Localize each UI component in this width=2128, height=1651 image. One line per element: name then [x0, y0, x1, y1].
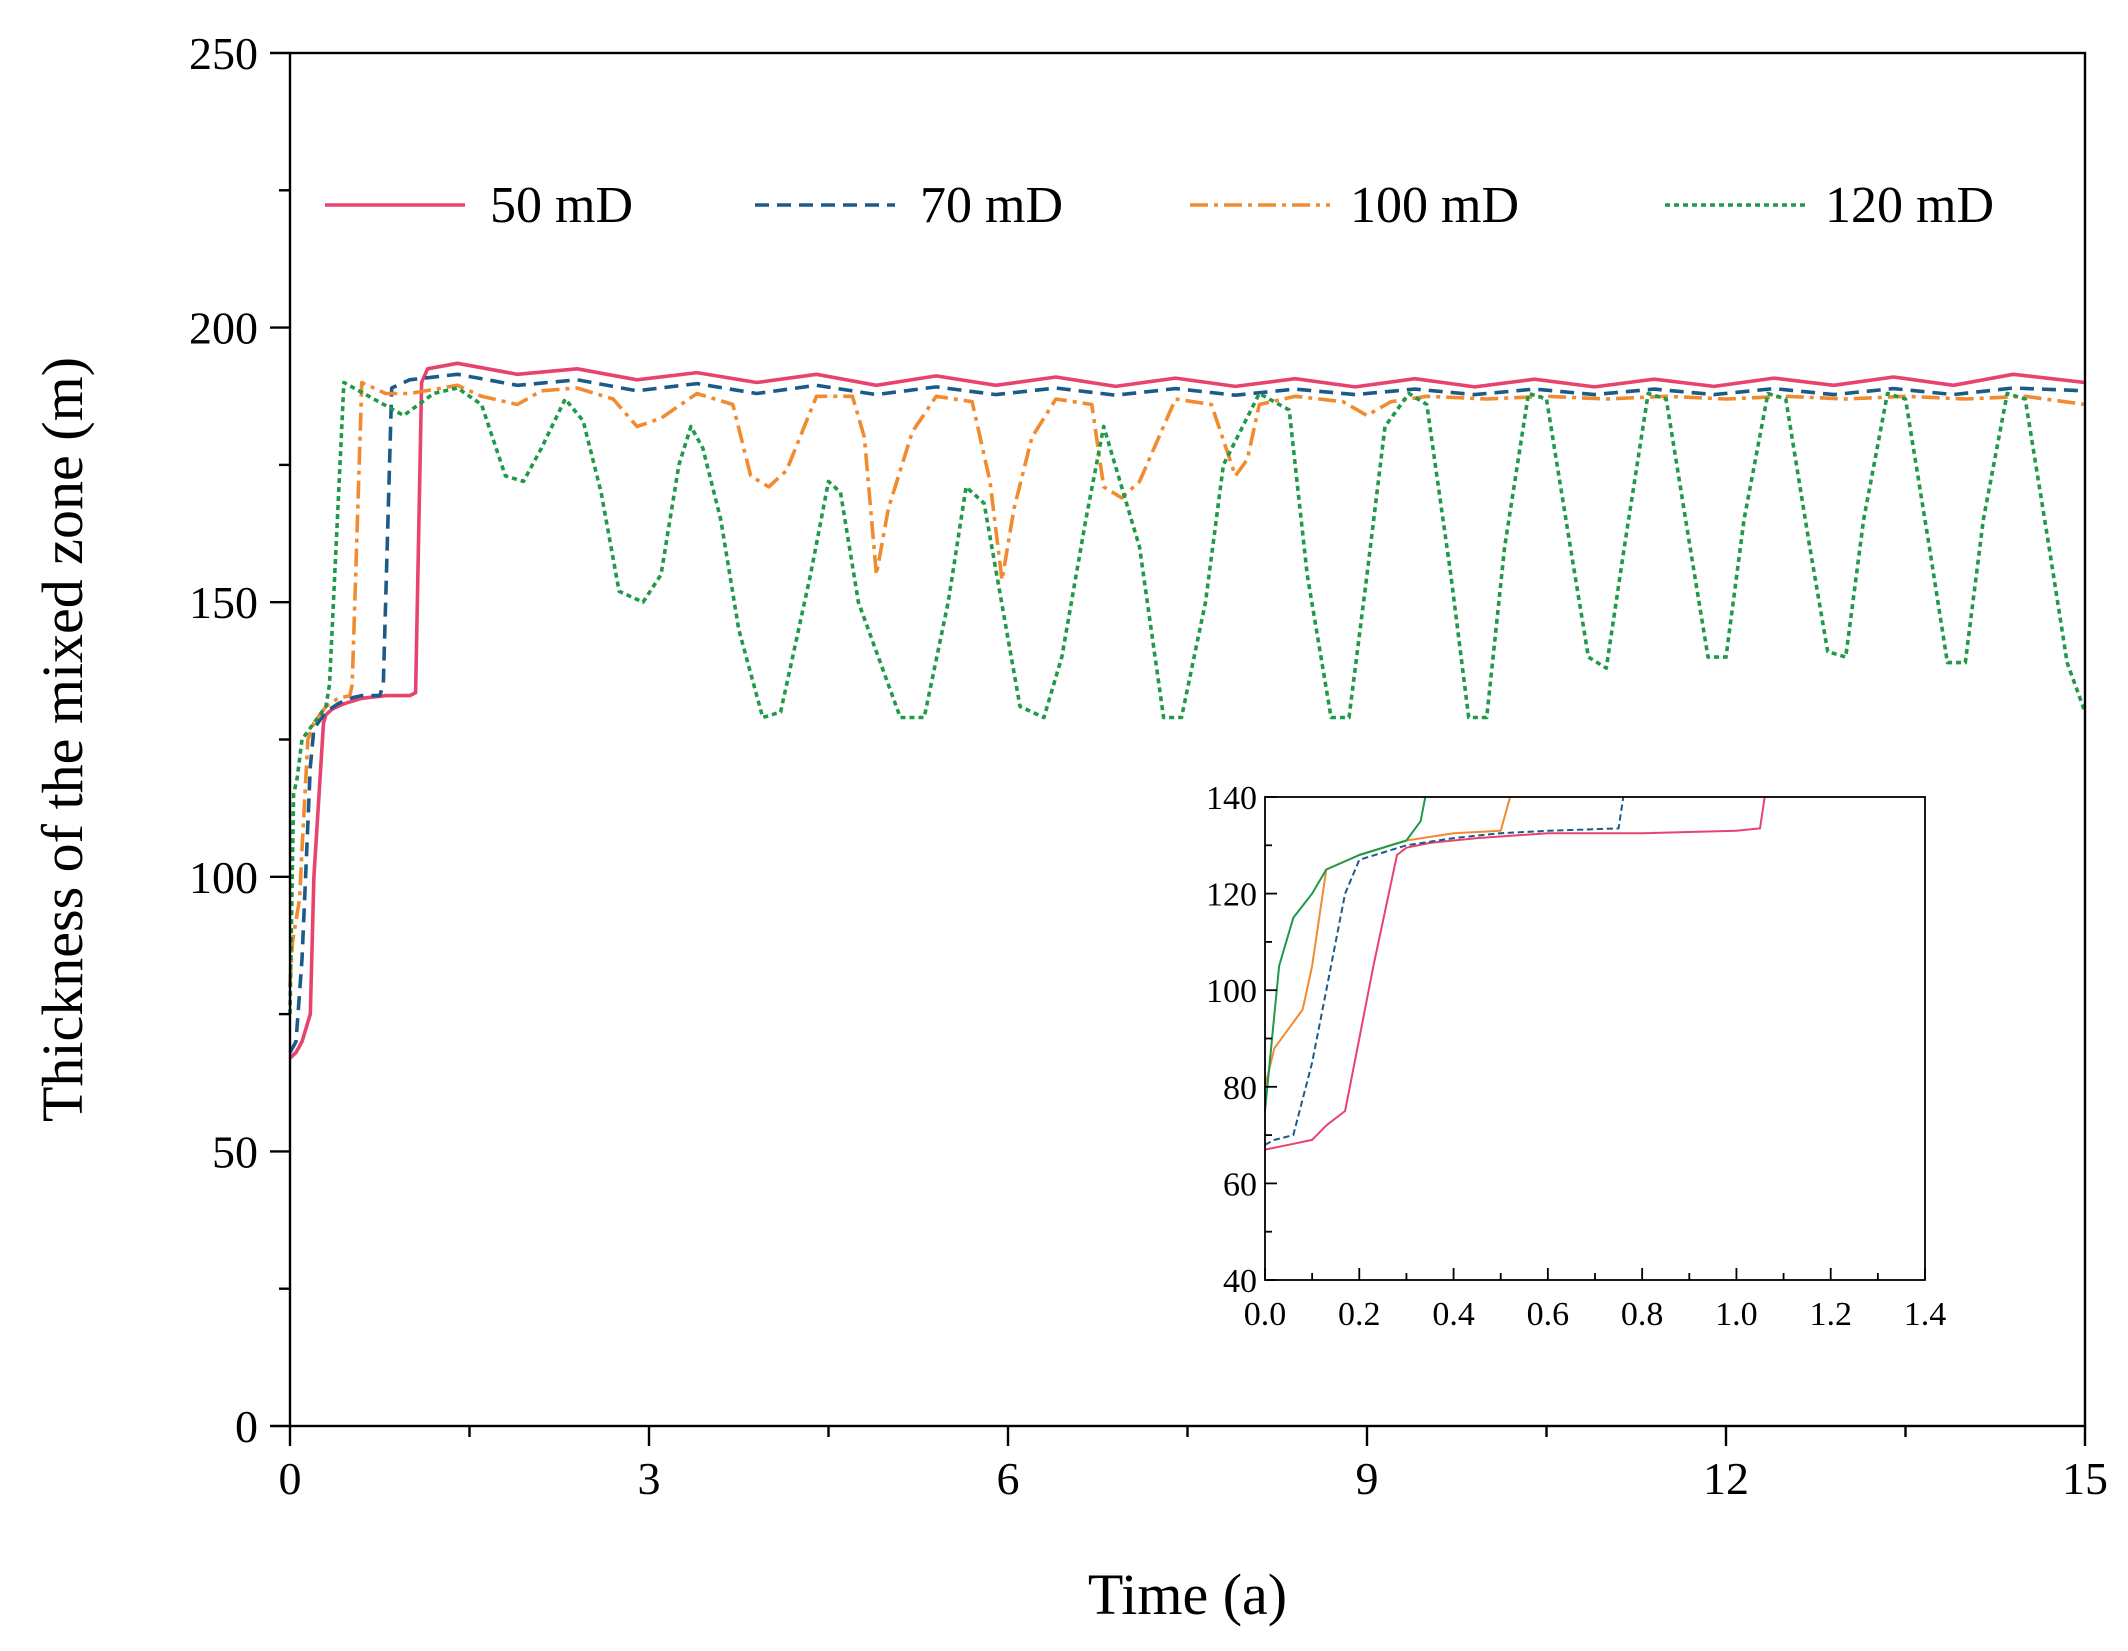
- inset-background: [1265, 797, 1925, 1280]
- legend-label: 120 mD: [1825, 177, 1994, 234]
- inset-x-tick-label: 1.2: [1809, 1296, 1852, 1333]
- legend: 50 mD 70 mD 100 mD 120 mD: [325, 177, 1994, 234]
- inset-series-group: [1264, 796, 1766, 1151]
- inset-chart: 0.0 0.2 0.4 0.6 0.8 1.0 1.2 1.4 40 60 80 100 120 140: [1206, 780, 1946, 1333]
- y-tick-label: 0: [235, 1401, 258, 1452]
- legend-label: 100 mD: [1350, 177, 1519, 234]
- inset-series-line-70-md: [1264, 796, 1625, 1146]
- inset-x-tick-label: 0.2: [1338, 1296, 1381, 1333]
- inset-x-tick-label: 1.4: [1904, 1296, 1947, 1333]
- inset-y-tick-label: 120: [1206, 877, 1257, 914]
- series-line-70-md: [288, 372, 2086, 1054]
- x-tick-label: 6: [997, 1453, 1020, 1504]
- y-tick-label: 50: [212, 1126, 258, 1177]
- inset-x-tick-label: 0.4: [1432, 1296, 1475, 1333]
- inset-y-tick-label: 60: [1223, 1166, 1257, 1203]
- x-tick-label: 0: [279, 1453, 302, 1504]
- x-tick-label: 12: [1703, 1453, 1749, 1504]
- inset-series-line-120-md: [1264, 796, 1427, 1112]
- series-line-120-md: [288, 380, 2087, 1015]
- y-axis-label: Thickness of the mixed zone (m): [30, 357, 95, 1122]
- series-line-100-md: [288, 380, 2086, 987]
- x-tick-label: 15: [2062, 1453, 2108, 1504]
- x-tick-label: 3: [638, 1453, 661, 1504]
- main-series-group: [288, 361, 2087, 1060]
- inset-y-tick-label: 100: [1206, 973, 1257, 1010]
- inset-y-tick-label: 40: [1223, 1263, 1257, 1300]
- inset-x-tick-label: 0.6: [1527, 1296, 1570, 1333]
- inset-x-tick-label: 1.0: [1715, 1296, 1758, 1333]
- y-tick-label: 200: [189, 303, 258, 354]
- legend-label: 70 mD: [920, 177, 1063, 234]
- inset-y-tick-label: 80: [1223, 1070, 1257, 1107]
- inset-series-line-50-md: [1264, 796, 1766, 1151]
- inset-axes: 0.0 0.2 0.4 0.6 0.8 1.0 1.2 1.4 40 60 80 100 120 140: [1206, 780, 1946, 1333]
- y-tick-label: 150: [189, 577, 258, 628]
- inset-y-tick-label: 140: [1206, 780, 1257, 817]
- legend-label: 50 mD: [490, 177, 633, 234]
- inset-x-tick-label: 0.0: [1244, 1296, 1287, 1333]
- x-axis-label: Time (a): [1088, 1562, 1287, 1627]
- y-tick-label: 100: [189, 852, 258, 903]
- x-tick-label: 9: [1356, 1453, 1379, 1504]
- inset-x-tick-label: 0.8: [1621, 1296, 1664, 1333]
- y-tick-label: 250: [189, 28, 258, 79]
